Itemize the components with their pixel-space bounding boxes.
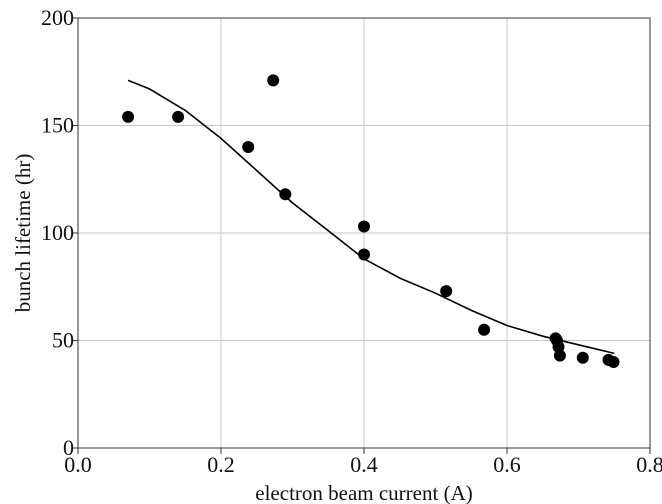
x-tick-label: 0.8 xyxy=(636,452,662,477)
data-point xyxy=(267,74,280,87)
grid-lines xyxy=(78,18,650,448)
x-tick-label: 0.4 xyxy=(350,452,378,477)
x-axis-title: electron beam current (A) xyxy=(255,481,472,504)
y-tick-label: 100 xyxy=(41,220,74,245)
data-point xyxy=(478,323,491,336)
data-point xyxy=(440,285,453,298)
data-series xyxy=(122,74,620,368)
data-point xyxy=(358,248,370,261)
x-tick-label: 0.6 xyxy=(493,452,521,477)
data-point xyxy=(553,349,566,362)
data-point xyxy=(122,110,135,123)
axis-tick-labels: 0.0 0.2 0.4 0.6 0.8 0 50 100 150 200 xyxy=(41,5,662,477)
x-tick-label: 0.2 xyxy=(207,452,235,477)
data-point xyxy=(358,220,370,233)
x-tick-label: 0.0 xyxy=(64,452,92,477)
y-tick-label: 50 xyxy=(52,328,74,353)
data-point xyxy=(607,356,620,368)
data-point xyxy=(576,351,589,364)
y-tick-label: 150 xyxy=(41,113,74,138)
data-point xyxy=(172,110,185,123)
y-tick-label: 0 xyxy=(63,435,74,460)
y-tick-label: 200 xyxy=(41,5,74,30)
data-point xyxy=(279,188,292,201)
data-point xyxy=(242,141,255,153)
y-axis-title: bunch lifetime (hr) xyxy=(11,154,35,313)
